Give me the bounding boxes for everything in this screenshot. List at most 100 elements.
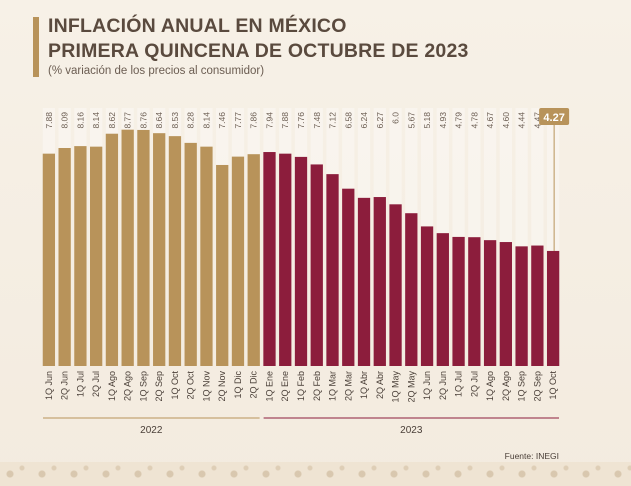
bar-value-label: 8.16 — [75, 112, 85, 129]
x-tick-label: 2Q Mar — [343, 371, 353, 401]
bar-value-label: 6.24 — [359, 112, 369, 129]
bar-value-label: 4.78 — [469, 112, 479, 129]
x-tick-label: 2Q Ago — [501, 371, 511, 401]
x-tick-label: 1Q Sep — [138, 371, 148, 402]
x-tick-label: 1Q Jun — [422, 371, 432, 400]
x-tick-label: 2Q Ene — [280, 371, 290, 402]
bar-value-label: 8.28 — [186, 112, 196, 129]
x-tick-label: 1Q Ene — [264, 371, 274, 402]
bar-value-label: 8.62 — [107, 112, 117, 129]
bar — [153, 133, 166, 366]
bar-value-label: 5.18 — [422, 112, 432, 129]
bar-value-label: 7.12 — [328, 112, 338, 129]
bar-value-label: 4.79 — [454, 112, 464, 129]
bar-value-label: 7.86 — [249, 112, 259, 129]
bar — [373, 197, 386, 366]
bar — [200, 146, 213, 366]
x-tick-label: 2Q Oct — [186, 371, 196, 400]
x-tick-label: 1Q Oct — [548, 371, 558, 400]
bar — [74, 146, 87, 366]
x-tick-label: 2Q Sep — [532, 371, 542, 402]
bar — [231, 156, 245, 366]
bar — [483, 240, 497, 366]
x-tick-label: 2Q Jul — [91, 371, 101, 397]
title-accent-bar — [33, 17, 39, 77]
bar — [279, 153, 292, 366]
bar-value-label: 6.27 — [375, 112, 385, 129]
x-tick-label: 1Q Feb — [296, 371, 306, 401]
bar-value-label: 5.67 — [406, 112, 416, 129]
bar-value-label: 6.58 — [343, 112, 353, 129]
bar-value-label: 7.77 — [233, 112, 243, 129]
bar — [326, 174, 339, 366]
x-tick-label: 2Q Sep — [154, 371, 164, 402]
bar-value-label: 7.46 — [217, 112, 227, 129]
bar-value-label: 7.94 — [264, 112, 274, 129]
x-tick-label: 2Q Ago — [123, 371, 133, 401]
x-tick-label: 1Q Oct — [170, 371, 180, 400]
bar — [468, 237, 481, 366]
bar — [389, 204, 402, 366]
bar-value-label: 8.53 — [170, 112, 180, 129]
bar — [420, 226, 434, 366]
bar-value-label: 4.44 — [517, 112, 527, 129]
bar-value-label: 8.14 — [91, 112, 101, 129]
bar-value-label: 8.77 — [123, 112, 133, 129]
decorative-pattern-strip — [0, 462, 631, 486]
bar — [436, 233, 449, 366]
x-tick-label: 2Q Dic — [249, 371, 259, 399]
x-tick-label: 1Q Abr — [359, 371, 369, 399]
chart-subtitle: (% variación de los precios al consumido… — [48, 65, 265, 77]
bar-value-label: 7.88 — [280, 112, 290, 129]
x-tick-label: 1Q Ago — [485, 371, 495, 401]
bar — [105, 133, 119, 366]
bar-value-label: 8.09 — [60, 112, 70, 129]
bar — [357, 197, 371, 366]
x-tick-label: 1Q Ago — [107, 371, 117, 401]
highlight-value-box — [539, 108, 570, 125]
bar-value-label: 4.47 — [532, 112, 542, 129]
bar — [168, 136, 182, 366]
bar — [184, 142, 197, 366]
title-line-2: PRIMERA QUINCENA DE OCTUBRE DE 2023 — [48, 40, 469, 62]
bar-value-label: 4.60 — [501, 112, 511, 129]
bar-value-label: 8.76 — [138, 112, 148, 129]
x-tick-label: 2Q Jun — [60, 371, 70, 400]
x-tick-label: 1Q May — [391, 371, 401, 403]
x-tick-label: 1Q Sep — [517, 371, 527, 402]
x-tick-label: 2Q Abr — [375, 371, 385, 399]
bar — [58, 147, 71, 366]
x-tick-label: 2Q Jul — [469, 371, 479, 397]
bar — [342, 188, 355, 366]
bar — [531, 245, 544, 366]
bar — [216, 164, 229, 366]
chart-title: INFLACIÓN ANUAL EN MÉXICO PRIMERA QUINCE… — [48, 14, 469, 64]
title-line-1: INFLACIÓN ANUAL EN MÉXICO — [48, 15, 347, 37]
bar — [42, 153, 56, 366]
bar — [405, 213, 418, 366]
x-tick-label: 1Q Jun — [44, 371, 54, 400]
bar-value-label: 4.27 — [543, 112, 564, 124]
bar-value-label: 8.14 — [201, 112, 211, 129]
bar-value-label: 4.93 — [438, 112, 448, 129]
x-tick-label: 1Q Jul — [454, 371, 464, 397]
bar-value-label: 4.67 — [485, 112, 495, 129]
x-tick-label: 1Q Dic — [233, 371, 243, 399]
x-tick-label: 1Q Mar — [328, 371, 338, 401]
year-label: 2022 — [140, 425, 163, 436]
x-tick-label: 2Q Feb — [312, 371, 322, 401]
bar — [263, 152, 276, 366]
bar — [499, 242, 512, 366]
bar — [90, 146, 103, 366]
bar-value-label: 8.64 — [154, 112, 164, 129]
bar — [515, 246, 528, 366]
x-tick-label: 1Q Jul — [75, 371, 85, 397]
x-tick-label: 2Q Jun — [438, 371, 448, 400]
year-label: 2023 — [400, 425, 423, 436]
x-tick-label: 2Q Nov — [217, 371, 227, 402]
bar — [452, 236, 465, 366]
bar — [546, 250, 560, 366]
bar — [247, 154, 260, 366]
bar-value-label: 7.88 — [44, 112, 54, 129]
